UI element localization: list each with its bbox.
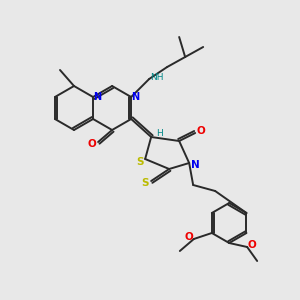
Text: N: N	[191, 160, 200, 170]
Text: S: S	[136, 157, 144, 167]
Text: NH: NH	[150, 73, 164, 82]
Text: O: O	[248, 240, 256, 250]
Text: N: N	[93, 92, 101, 102]
Text: S: S	[141, 178, 149, 188]
Text: O: O	[197, 126, 206, 136]
Text: N: N	[131, 92, 139, 102]
Text: H: H	[156, 128, 163, 137]
Text: O: O	[88, 139, 97, 149]
Text: O: O	[184, 232, 193, 242]
